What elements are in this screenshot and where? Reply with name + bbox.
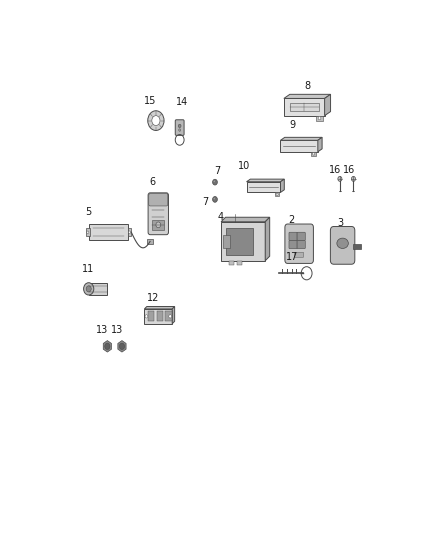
FancyBboxPatch shape: [147, 239, 153, 244]
FancyBboxPatch shape: [285, 224, 314, 263]
Circle shape: [105, 343, 110, 350]
FancyBboxPatch shape: [290, 103, 318, 111]
Polygon shape: [221, 222, 265, 261]
Text: 10: 10: [238, 161, 250, 172]
FancyBboxPatch shape: [149, 193, 168, 206]
Polygon shape: [172, 306, 175, 324]
FancyBboxPatch shape: [89, 224, 128, 240]
FancyBboxPatch shape: [86, 228, 89, 236]
FancyBboxPatch shape: [128, 228, 131, 236]
Circle shape: [87, 231, 89, 233]
Circle shape: [178, 124, 181, 127]
Polygon shape: [280, 140, 318, 152]
Text: 14: 14: [176, 97, 188, 107]
Text: 17: 17: [286, 252, 299, 262]
Circle shape: [214, 181, 215, 182]
Polygon shape: [247, 182, 280, 192]
Circle shape: [212, 179, 217, 185]
Circle shape: [152, 116, 160, 125]
FancyBboxPatch shape: [316, 116, 323, 120]
Circle shape: [276, 193, 278, 196]
Circle shape: [351, 176, 356, 181]
Text: 7: 7: [215, 166, 221, 175]
Polygon shape: [318, 138, 322, 152]
Circle shape: [145, 314, 148, 318]
Circle shape: [84, 282, 94, 295]
FancyBboxPatch shape: [229, 261, 234, 265]
Circle shape: [129, 231, 131, 233]
Text: 7: 7: [203, 197, 209, 207]
Polygon shape: [284, 94, 331, 99]
FancyBboxPatch shape: [223, 235, 230, 248]
Circle shape: [214, 198, 215, 199]
Text: 9: 9: [290, 120, 295, 131]
FancyBboxPatch shape: [295, 252, 304, 257]
FancyBboxPatch shape: [289, 232, 297, 240]
FancyBboxPatch shape: [237, 261, 243, 265]
Polygon shape: [247, 179, 284, 182]
FancyBboxPatch shape: [275, 192, 279, 196]
Text: 12: 12: [147, 293, 159, 303]
Text: 13: 13: [95, 325, 108, 335]
FancyBboxPatch shape: [148, 311, 154, 321]
Text: 11: 11: [82, 264, 94, 274]
FancyBboxPatch shape: [297, 240, 305, 248]
Text: 15: 15: [144, 96, 156, 106]
Text: 4: 4: [217, 212, 223, 222]
Text: 16: 16: [343, 165, 356, 175]
FancyBboxPatch shape: [311, 152, 317, 156]
Polygon shape: [325, 94, 331, 116]
Polygon shape: [145, 309, 172, 324]
Circle shape: [338, 176, 342, 181]
Polygon shape: [280, 138, 322, 140]
Polygon shape: [221, 217, 270, 222]
Ellipse shape: [337, 238, 348, 248]
FancyBboxPatch shape: [330, 227, 355, 264]
Circle shape: [212, 197, 217, 202]
Circle shape: [119, 343, 124, 350]
Polygon shape: [265, 217, 270, 261]
Circle shape: [318, 117, 321, 120]
FancyBboxPatch shape: [148, 193, 169, 235]
FancyBboxPatch shape: [226, 228, 253, 255]
FancyBboxPatch shape: [88, 282, 107, 295]
Circle shape: [169, 314, 172, 318]
Polygon shape: [103, 341, 112, 352]
Text: 16: 16: [328, 165, 341, 175]
FancyBboxPatch shape: [289, 240, 297, 248]
Polygon shape: [145, 306, 175, 309]
Circle shape: [148, 111, 164, 131]
FancyBboxPatch shape: [157, 311, 162, 321]
FancyBboxPatch shape: [152, 220, 164, 230]
Polygon shape: [118, 341, 126, 352]
FancyBboxPatch shape: [297, 232, 305, 240]
Polygon shape: [284, 99, 325, 116]
Circle shape: [313, 152, 315, 155]
Polygon shape: [280, 179, 284, 192]
Text: 13: 13: [111, 325, 124, 335]
Text: 5: 5: [85, 207, 92, 216]
Circle shape: [86, 286, 91, 292]
Text: 6: 6: [149, 177, 155, 187]
FancyBboxPatch shape: [175, 120, 184, 135]
Text: 2: 2: [289, 215, 295, 225]
Text: 3: 3: [337, 218, 343, 228]
FancyBboxPatch shape: [353, 244, 361, 248]
Circle shape: [156, 222, 161, 228]
Circle shape: [179, 129, 181, 131]
Text: 8: 8: [304, 80, 311, 91]
FancyBboxPatch shape: [166, 311, 172, 321]
